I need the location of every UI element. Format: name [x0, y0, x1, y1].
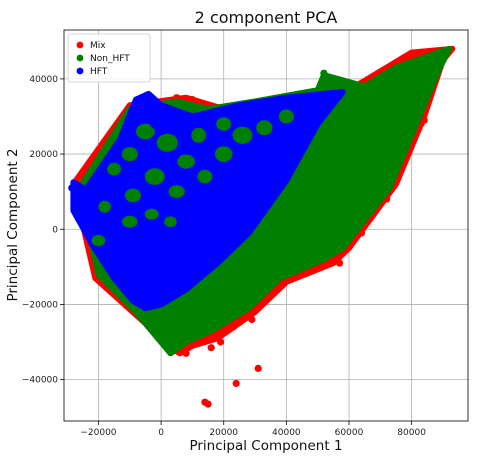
point-mix: [182, 349, 190, 357]
non-hft-overlap-cluster: [214, 146, 233, 163]
point-non-hft: [182, 334, 190, 342]
hft-overlap-cluster: [253, 103, 264, 115]
point-mix: [248, 315, 256, 324]
x-tick-label: −20000: [80, 428, 116, 438]
non-hft-overlap-cluster: [136, 123, 155, 140]
hft-overlap-cluster: [150, 119, 160, 129]
non-hft-overlap-cluster: [124, 188, 141, 203]
non-hft-overlap-cluster: [216, 117, 232, 131]
non-hft-overlap-cluster: [144, 208, 159, 220]
non-hft-overlap-cluster: [91, 234, 106, 247]
legend-label-non-hft: Non_HFT: [90, 54, 130, 64]
x-tick-label: 40000: [272, 428, 301, 438]
point-mix: [217, 338, 225, 346]
y-tick-label: 40000: [29, 75, 58, 85]
hft-overlap-cluster: [84, 220, 94, 231]
non-hft-overlap-cluster: [144, 168, 165, 185]
non-hft-overlap-cluster: [164, 216, 177, 227]
non-hft-overlap-cluster: [168, 185, 185, 199]
x-axis-label: Principal Component 1: [189, 438, 342, 454]
non-hft-overlap-cluster: [191, 127, 207, 143]
non-hft-overlap-cluster: [122, 215, 138, 228]
legend-marker-hft: [76, 67, 84, 75]
point-mix: [232, 379, 240, 387]
y-tick-label: −40000: [22, 376, 58, 386]
legend-marker-mix: [76, 41, 84, 49]
legend-label-mix: Mix: [90, 41, 106, 51]
legend-label-hft: HFT: [90, 67, 108, 77]
x-axis-ticks: −20000 0 20000 40000 60000 80000: [80, 421, 426, 438]
non-hft-overlap-cluster: [197, 169, 213, 184]
non-hft-overlap-cluster: [107, 162, 121, 176]
non-hft-overlap-cluster: [121, 147, 138, 162]
y-axis-ticks: −40000 −20000 0 20000 40000: [22, 75, 64, 386]
non-hft-overlap-cluster: [278, 109, 294, 124]
y-tick-label: −20000: [22, 300, 58, 310]
x-tick-label: 80000: [397, 428, 426, 438]
point-mix: [254, 364, 262, 372]
point-mix: [204, 400, 212, 408]
non-hft-overlap-cluster: [177, 154, 195, 169]
y-tick-label: 0: [52, 225, 58, 235]
non-hft-overlap-cluster: [156, 133, 178, 152]
chart-title: 2 component PCA: [195, 8, 338, 27]
point-mix: [336, 259, 344, 267]
series-region-hft: [70, 89, 346, 312]
point-mix: [229, 323, 237, 331]
point-mix: [207, 344, 215, 352]
point-hft: [336, 92, 344, 100]
y-axis-label: Principal Component 2: [5, 148, 21, 301]
data-layer: [68, 45, 456, 408]
non-hft-overlap-cluster: [232, 126, 253, 144]
legend: Mix Non_HFT HFT: [67, 33, 151, 83]
point-mix: [420, 116, 428, 124]
x-tick-label: 20000: [209, 428, 238, 438]
y-tick-label: 20000: [29, 150, 58, 160]
legend-box: [67, 33, 151, 83]
hft-overlap-cluster: [294, 98, 303, 109]
non-hft-overlap-cluster: [256, 120, 273, 136]
x-tick-label: 0: [158, 428, 164, 438]
non-hft-overlap-cluster: [98, 200, 111, 213]
point-non-hft: [320, 69, 328, 77]
point-mix: [188, 96, 196, 104]
legend-marker-non-hft: [76, 54, 84, 62]
plot-frame: [63, 29, 469, 422]
x-tick-label: 60000: [335, 428, 364, 438]
point-hft: [68, 184, 76, 192]
